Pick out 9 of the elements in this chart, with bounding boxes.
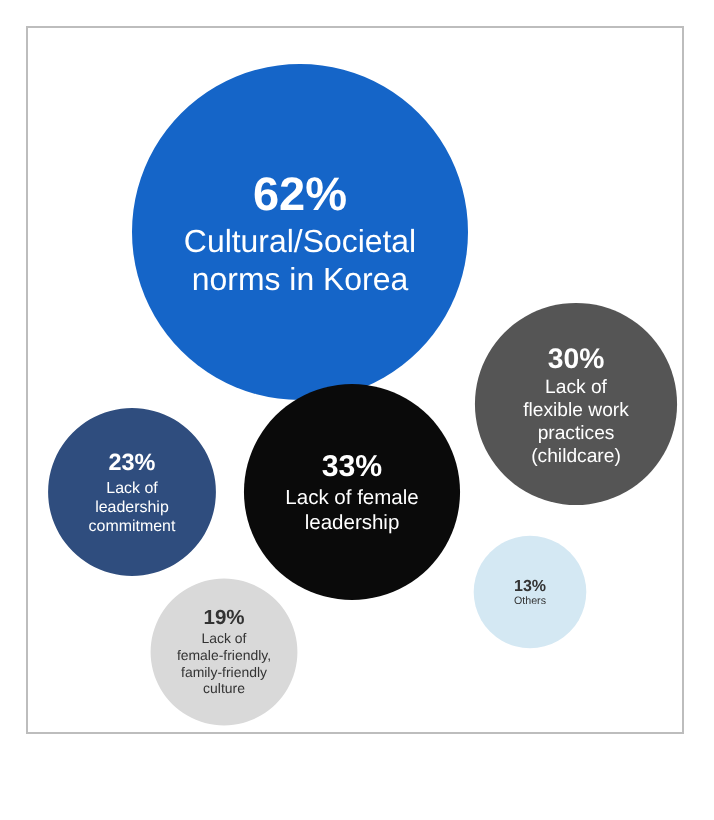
data-label: 23% — [108, 450, 157, 477]
category-label: Lack of female leadership — [285, 488, 420, 535]
category-label: Lack of flexible work practices (childcare) — [523, 376, 630, 468]
data-label: 33% — [321, 450, 384, 485]
data-label: 30% — [547, 341, 606, 374]
data-label: 13% — [513, 576, 547, 595]
data-label: 62% — [252, 167, 348, 220]
category-label: Cultural/Societal norms in Korea — [183, 226, 417, 299]
data-label: 19% — [203, 607, 245, 630]
